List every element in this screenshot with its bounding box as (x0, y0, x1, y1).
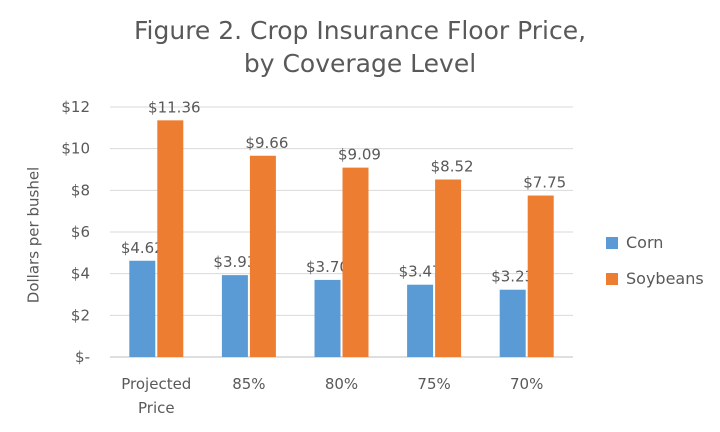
y-tick-label: $8 (71, 181, 90, 199)
x-tick-label: 75% (417, 375, 450, 393)
data-label: $3.70 (306, 258, 349, 276)
y-tick-label: $- (75, 348, 90, 366)
x-tick-label: Projected (121, 375, 191, 393)
y-axis-label: Dollars per bushel (25, 167, 43, 303)
data-label: $3.23 (491, 268, 534, 286)
legend-item-soybeans: Soybeans (606, 268, 704, 288)
bar-corn (221, 275, 248, 357)
data-label: $4.62 (121, 239, 164, 257)
x-tick-label: 70% (510, 375, 543, 393)
y-tick-label: $4 (71, 265, 90, 283)
bar-soybeans (157, 120, 184, 357)
x-tick-label: Price (138, 399, 175, 417)
bar-soybeans (435, 179, 462, 357)
data-label: $9.09 (338, 146, 381, 164)
bar-corn (129, 260, 156, 357)
data-label: $8.52 (431, 158, 474, 176)
legend-item-corn: Corn (606, 232, 663, 252)
y-tick-label: $2 (71, 306, 90, 324)
y-tick-label: $10 (61, 140, 90, 158)
legend-swatch-corn (606, 236, 618, 249)
data-label: $9.66 (245, 134, 288, 152)
legend-label-corn: Corn (626, 233, 664, 252)
bar-corn (314, 279, 341, 357)
y-tick-label: $12 (61, 98, 90, 116)
data-label: $7.75 (523, 174, 566, 192)
data-label: $3.93 (213, 253, 256, 271)
chart-title-line-1: Figure 2. Crop Insurance Floor Price, (133, 16, 587, 45)
bar-corn (499, 289, 526, 357)
legend-label-soybeans: Soybeans (626, 269, 704, 288)
y-tick-label: $6 (71, 223, 90, 241)
chart-title: Figure 2. Crop Insurance Floor Price, by… (0, 14, 720, 80)
x-tick-label: 85% (232, 375, 265, 393)
data-label: $3.47 (399, 263, 442, 281)
bar-soybeans (249, 155, 276, 357)
bar-corn (407, 284, 434, 357)
bar-soybeans (342, 167, 369, 357)
legend-swatch-soybeans (606, 272, 618, 285)
bar-soybeans (527, 195, 554, 357)
y-axis-label-container: Dollars per bushel (25, 167, 43, 303)
x-tick-label: 80% (325, 375, 358, 393)
data-label: $11.36 (148, 98, 201, 116)
chart-title-line-2: by Coverage Level (243, 49, 477, 78)
